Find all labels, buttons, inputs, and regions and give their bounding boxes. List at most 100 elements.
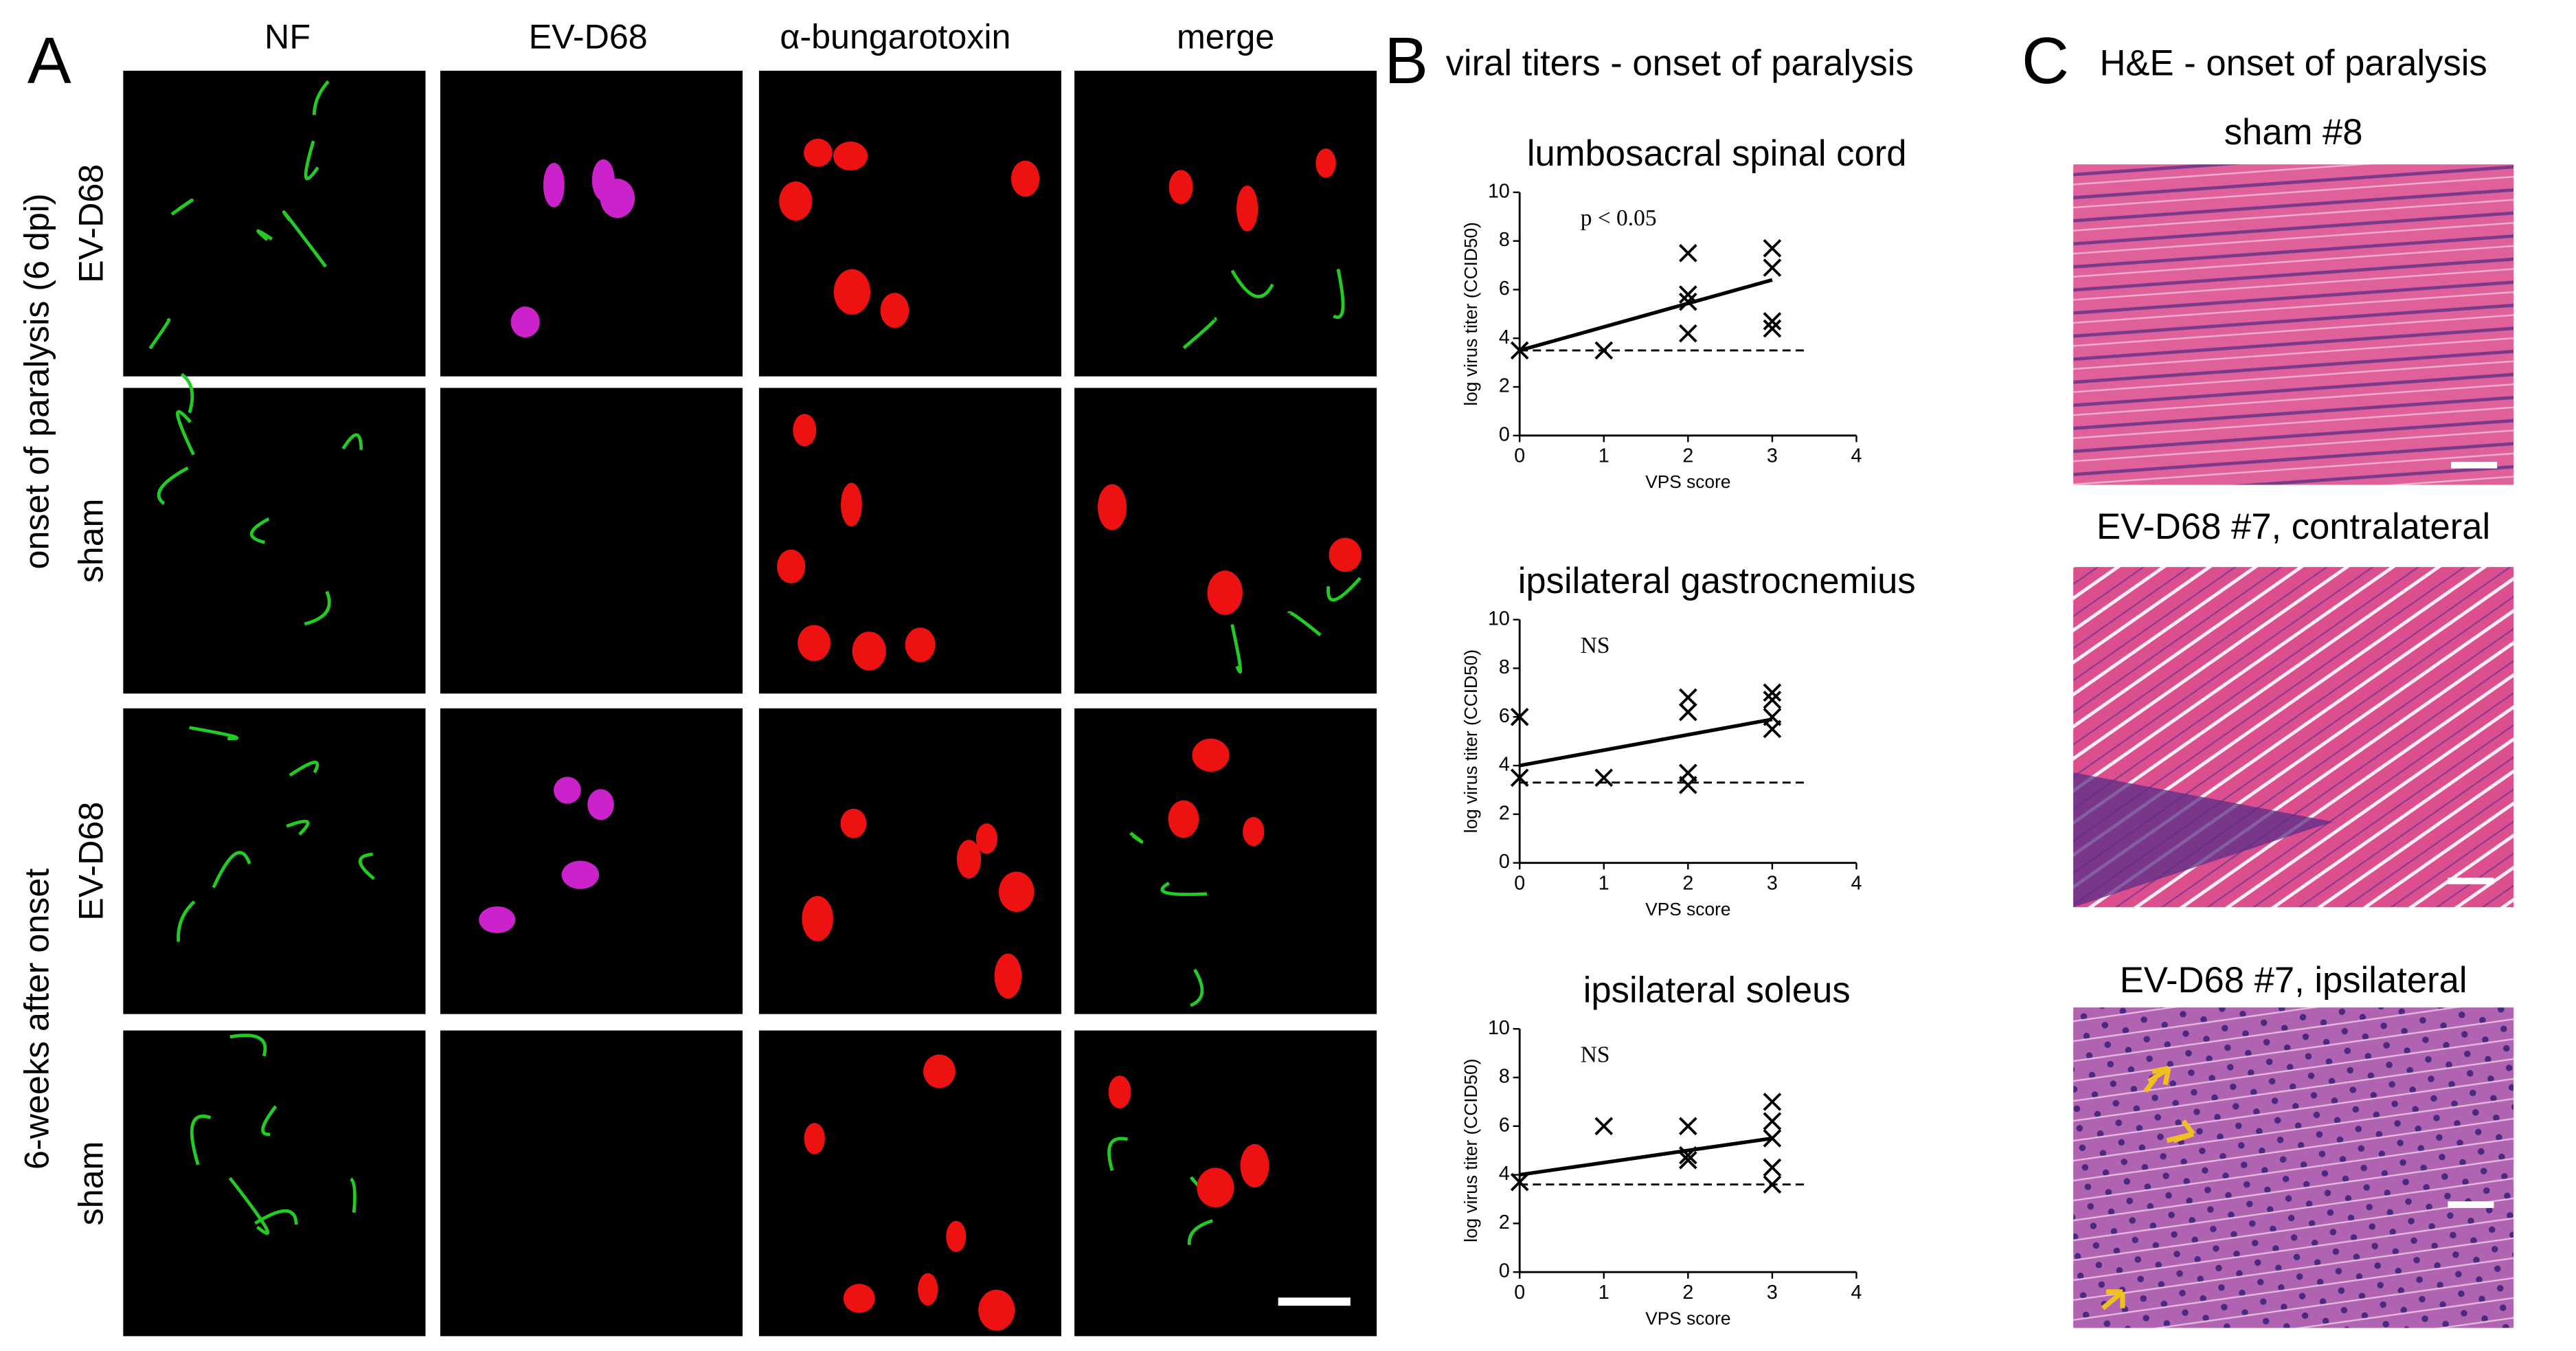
stain (1197, 1168, 1234, 1207)
x-axis-label: VPS score (1645, 1308, 1730, 1328)
image-caption: sham #8 (2224, 112, 2363, 153)
chart-title: ipsilateral gastrocnemius (1518, 561, 1916, 601)
micrograph (758, 70, 1061, 377)
annotation: NS (1581, 1042, 1610, 1068)
x-tick-label: 4 (1851, 445, 1862, 467)
panel-label: C (2022, 24, 2069, 98)
fit-line (1519, 717, 1773, 768)
x-tick-label: 1 (1598, 1282, 1609, 1304)
stain (1315, 148, 1336, 178)
y-tick-label: 0 (1499, 423, 1510, 445)
nerve-fiber (304, 590, 331, 626)
nerve-fiber (289, 760, 319, 777)
image-caption: EV-D68 #7, contralateral (2097, 506, 2490, 547)
nerve-fiber (1182, 317, 1217, 350)
nerve-fiber (176, 410, 195, 456)
row-label: onset of paralysis (6 dpi) (18, 193, 56, 569)
y-tick-label: 10 (1488, 607, 1510, 629)
micrograph (1074, 70, 1377, 377)
nerve-fiber (249, 517, 270, 544)
he-images (2073, 164, 2514, 1328)
nerve-fiber (1326, 577, 1362, 602)
chart-title: ipsilateral soleus (1583, 970, 1851, 1010)
point (1679, 292, 1697, 311)
stain (1108, 1075, 1131, 1108)
point (1510, 707, 1529, 726)
stain (1097, 484, 1127, 531)
panel-label: B (1384, 24, 1428, 98)
x-tick-label: 3 (1767, 445, 1778, 467)
nerve-fiber (177, 900, 196, 942)
point (1679, 776, 1697, 794)
arrow (2143, 1066, 2171, 1093)
stain (994, 953, 1022, 999)
infiltrate (2073, 772, 2334, 908)
stain (553, 777, 581, 804)
nerve-fiber (341, 433, 363, 450)
stain (587, 789, 614, 820)
he-image (2073, 164, 2514, 485)
panel-title: viral titers - onset of paralysis (1446, 43, 1914, 84)
point (1510, 341, 1529, 360)
nerve-fiber (256, 229, 273, 241)
point (1763, 238, 1782, 258)
point (1679, 285, 1697, 304)
y-axis-label: log virus titer (CCID50) (1460, 222, 1481, 405)
nerve-fiber (189, 726, 238, 741)
stain (1236, 186, 1258, 232)
column-header: NF (264, 18, 310, 56)
x-tick-label: 3 (1767, 1282, 1778, 1304)
nerve-fiber (1230, 269, 1274, 298)
y-tick-label: 2 (1499, 375, 1510, 397)
nerve-fiber (1160, 882, 1208, 896)
nerve-fiber (1287, 611, 1322, 636)
nerve-fiber (312, 80, 330, 115)
y-tick-label: 8 (1499, 1066, 1510, 1088)
micrograph (123, 388, 426, 694)
nerve-fiber (1190, 968, 1204, 1007)
panel-label: A (27, 24, 71, 98)
micrograph (440, 708, 743, 1014)
micrograph (123, 708, 426, 1014)
stain (804, 138, 833, 167)
point (1510, 768, 1529, 788)
fit-line (1519, 1136, 1773, 1177)
stain (1207, 570, 1243, 615)
point (1763, 1158, 1782, 1177)
stain (923, 1054, 956, 1088)
nerve-fiber (1333, 268, 1345, 319)
stain (1010, 160, 1040, 197)
point (1763, 691, 1782, 709)
x-axis-label: VPS score (1645, 471, 1730, 492)
nerve-fiber (157, 466, 189, 505)
nerve-fiber (1230, 624, 1243, 674)
y-tick-label: 4 (1499, 1163, 1510, 1185)
point (1763, 1129, 1782, 1148)
x-tick-label: 2 (1682, 445, 1693, 467)
point (1679, 1151, 1697, 1170)
micrograph (1074, 388, 1377, 694)
x-tick-label: 1 (1598, 445, 1609, 467)
point (1763, 258, 1782, 277)
point (1679, 244, 1697, 263)
stain (956, 840, 982, 879)
stain (479, 906, 516, 934)
stain (999, 871, 1035, 913)
y-axis-label: log virus titer (CCID50) (1460, 1058, 1481, 1242)
point (1679, 688, 1697, 707)
nerve-fiber (1107, 1137, 1128, 1172)
micrograph (440, 1030, 743, 1337)
stain (600, 179, 635, 219)
y-tick-label: 10 (1488, 180, 1510, 202)
point (1679, 1146, 1697, 1165)
stain (946, 1220, 967, 1252)
nerve-fiber (261, 1105, 278, 1137)
stain (905, 627, 936, 662)
nerve-fiber (1129, 831, 1144, 844)
x-axis-label: VPS score (1645, 899, 1730, 919)
row-label: sham (72, 498, 111, 583)
x-tick-label: 0 (1514, 445, 1525, 467)
stain (833, 142, 868, 171)
